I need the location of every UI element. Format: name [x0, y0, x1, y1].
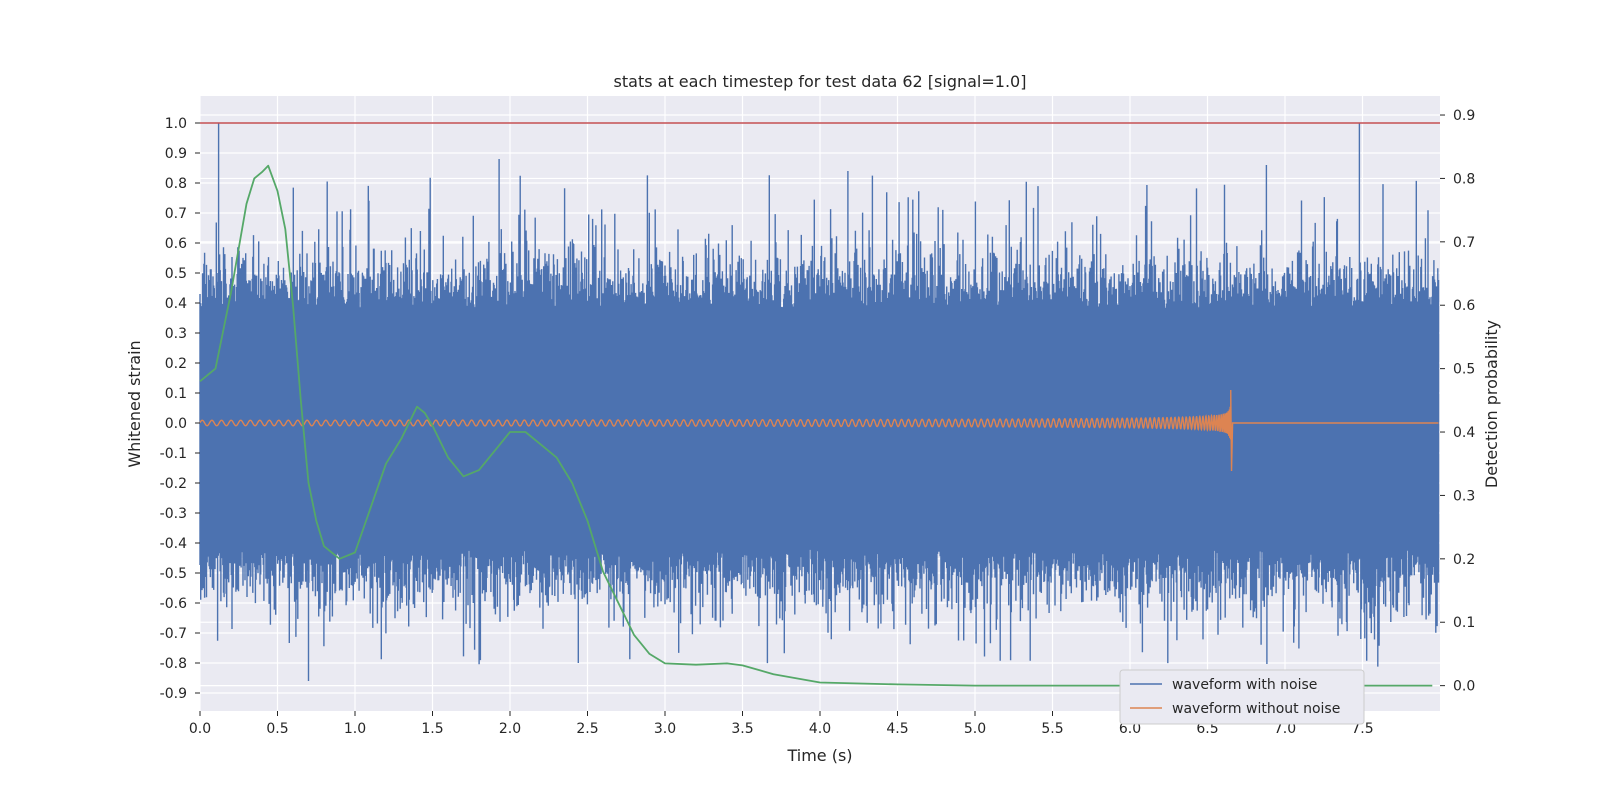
x-axis-ticks: 0.0 0.5 1.0 1.5 2.0 2.5 3.0 3.5 4.0 4.5 5.0 5.5 6.0 6…: [189, 711, 1374, 737]
x-axis-label: Time (s): [786, 746, 852, 765]
y2-tick-label: 0.2: [1453, 552, 1475, 568]
y-tick-label: 0.5: [165, 266, 187, 282]
y-tick-label: -0.1: [160, 446, 187, 462]
series-detection-probability: [199, 164, 1433, 687]
legend-label-waveform-with-noise: waveform with noise: [1172, 677, 1317, 693]
y-tick-label: -0.2: [160, 476, 187, 492]
y-tick-label: 0.3: [165, 326, 187, 342]
x-tick-label: 7.0: [1274, 721, 1296, 737]
x-tick-label: 1.0: [344, 721, 366, 737]
y2-tick-label: 0.1: [1453, 615, 1475, 631]
y-tick-label: -0.7: [160, 626, 187, 642]
y-tick-label: 0.0: [165, 416, 187, 432]
y2-tick-label: 0.0: [1453, 679, 1475, 695]
chart-title: stats at each timestep for test data 62 …: [614, 72, 1027, 91]
y-tick-label: 0.4: [165, 296, 187, 312]
y2-axis-ticks: 0.9 0.8 0.7 0.6 0.5 0.4 0.3 0.2 0.1 0.0: [1440, 108, 1475, 695]
y2-tick-label: 0.9: [1453, 108, 1475, 124]
y-tick-label: -0.6: [160, 596, 187, 612]
y-tick-label: 0.6: [165, 236, 187, 252]
y-tick-label: 1.0: [165, 116, 187, 132]
x-tick-label: 3.0: [654, 721, 676, 737]
x-tick-label: 2.0: [499, 721, 521, 737]
x-tick-label: 1.5: [421, 721, 443, 737]
y2-tick-label: 0.7: [1453, 235, 1475, 251]
x-tick-label: 0.0: [189, 721, 211, 737]
x-tick-label: 3.5: [731, 721, 753, 737]
y-tick-label: -0.3: [160, 506, 187, 522]
legend: waveform with noise waveform without noi…: [1119, 669, 1365, 725]
probability-line: [199, 164, 1433, 687]
legend-label-waveform-without-noise: waveform without noise: [1172, 701, 1340, 717]
y-tick-label: -0.8: [160, 656, 187, 672]
y-axis-ticks: 1.0 0.9 0.8 0.7 0.6 0.5 0.4 0.3 0.2 0.1 0.0 -0.1 -0.…: [160, 116, 200, 702]
y-tick-label: 0.2: [165, 356, 187, 372]
y-axis-label: Whitened strain: [125, 340, 144, 467]
y2-axis-label: Detection probability: [1482, 320, 1501, 488]
x-tick-label: 5.0: [964, 721, 986, 737]
y-tick-label: 0.1: [165, 386, 187, 402]
series-waveform-without-noise: [199, 389, 1439, 472]
y-tick-label: 0.8: [165, 176, 187, 192]
chirp-trace: [199, 389, 1439, 472]
x-tick-label: 0.5: [266, 721, 288, 737]
legend-box: [1119, 669, 1365, 725]
x-tick-label: 2.5: [576, 721, 598, 737]
x-tick-label: 6.5: [1196, 721, 1218, 737]
x-tick-label: 7.5: [1351, 721, 1373, 737]
y-tick-label: -0.5: [160, 566, 187, 582]
y2-tick-label: 0.6: [1453, 298, 1475, 314]
x-tick-label: 4.0: [809, 721, 831, 737]
x-tick-label: 6.0: [1119, 721, 1141, 737]
y2-tick-label: 0.8: [1453, 171, 1475, 187]
y-tick-label: -0.9: [160, 686, 187, 702]
y2-tick-label: 0.4: [1453, 425, 1475, 441]
y-tick-label: 0.7: [165, 206, 187, 222]
y2-tick-label: 0.3: [1453, 488, 1475, 504]
x-tick-label: 4.5: [886, 721, 908, 737]
y-tick-label: 0.9: [165, 146, 187, 162]
x-tick-label: 5.5: [1041, 721, 1063, 737]
y2-tick-label: 0.5: [1453, 362, 1475, 378]
y-tick-label: -0.4: [160, 536, 187, 552]
